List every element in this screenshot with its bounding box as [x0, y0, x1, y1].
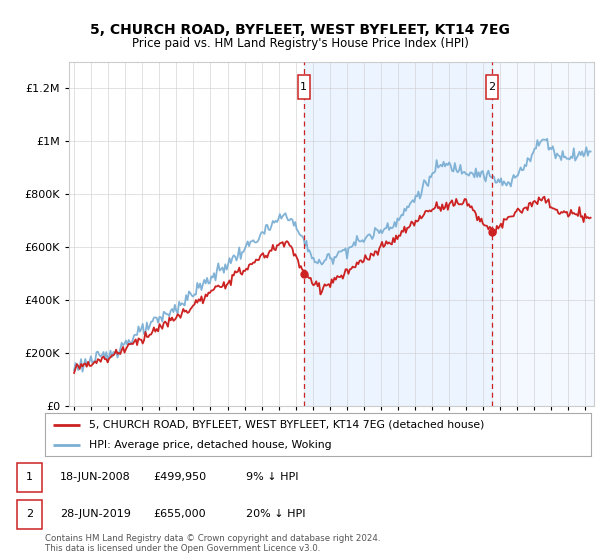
- Text: 5, CHURCH ROAD, BYFLEET, WEST BYFLEET, KT14 7EG: 5, CHURCH ROAD, BYFLEET, WEST BYFLEET, K…: [90, 23, 510, 37]
- Text: 1: 1: [26, 472, 33, 482]
- FancyBboxPatch shape: [298, 75, 310, 99]
- Text: 5, CHURCH ROAD, BYFLEET, WEST BYFLEET, KT14 7EG (detached house): 5, CHURCH ROAD, BYFLEET, WEST BYFLEET, K…: [89, 419, 484, 430]
- Text: 28-JUN-2019: 28-JUN-2019: [60, 509, 131, 519]
- Text: 2: 2: [26, 509, 33, 519]
- Text: £499,950: £499,950: [153, 472, 206, 482]
- Text: 2: 2: [488, 82, 495, 92]
- Text: 9% ↓ HPI: 9% ↓ HPI: [246, 472, 299, 482]
- Text: Price paid vs. HM Land Registry's House Price Index (HPI): Price paid vs. HM Land Registry's House …: [131, 37, 469, 50]
- Bar: [491, 62, 594, 406]
- Text: 18-JUN-2008: 18-JUN-2008: [60, 472, 131, 482]
- Text: HPI: Average price, detached house, Woking: HPI: Average price, detached house, Woki…: [89, 440, 331, 450]
- Bar: [304, 62, 491, 406]
- Text: £655,000: £655,000: [153, 509, 206, 519]
- Text: 20% ↓ HPI: 20% ↓ HPI: [246, 509, 305, 519]
- Text: Contains HM Land Registry data © Crown copyright and database right 2024.
This d: Contains HM Land Registry data © Crown c…: [45, 534, 380, 553]
- Text: 1: 1: [300, 82, 307, 92]
- FancyBboxPatch shape: [485, 75, 497, 99]
